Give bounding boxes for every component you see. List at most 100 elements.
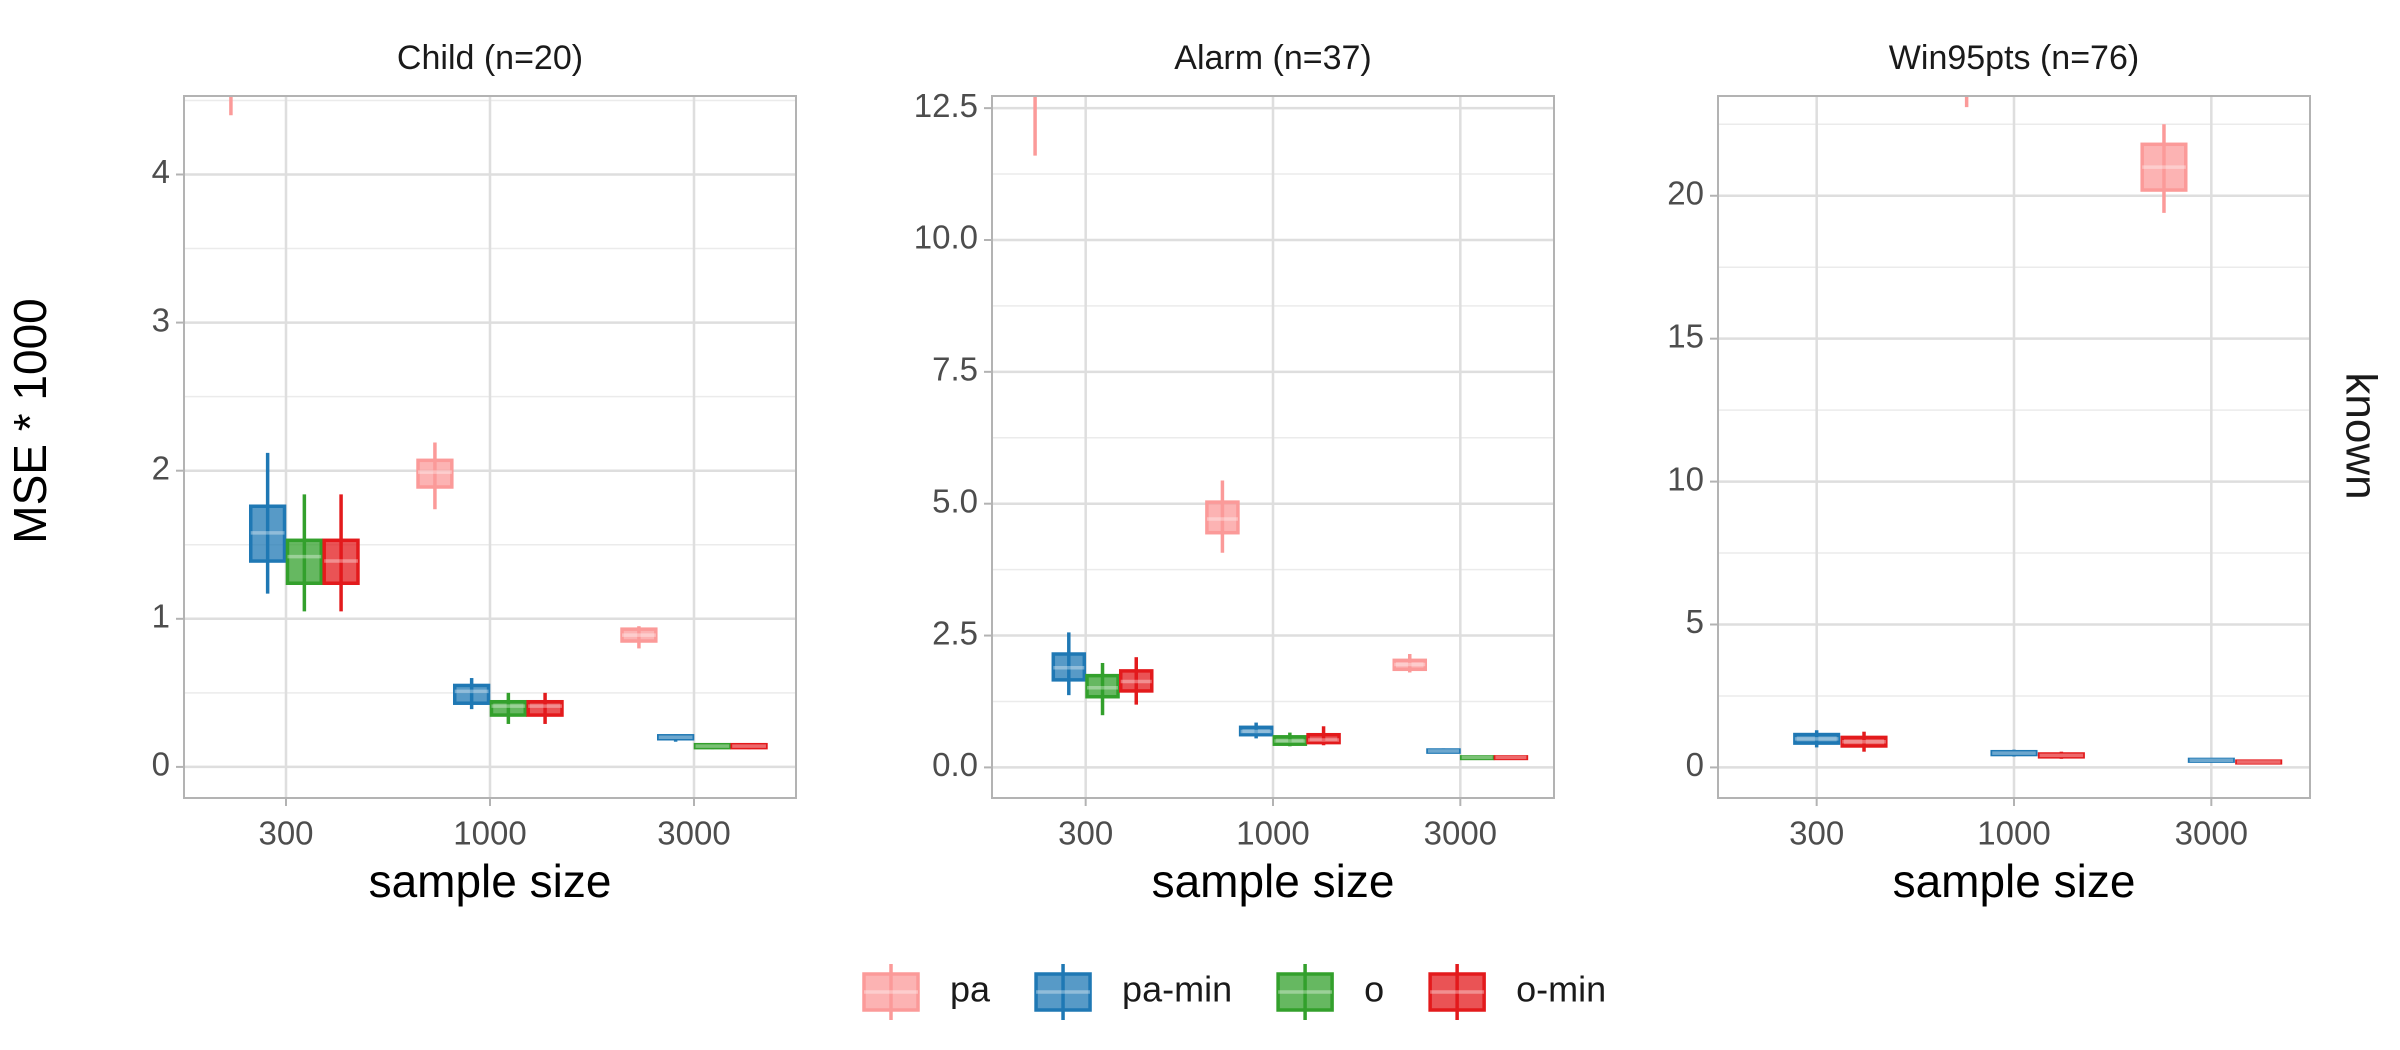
box <box>322 494 360 612</box>
y-tick-label: 15 <box>1667 317 1704 354</box>
legend-key <box>862 972 920 1012</box>
box <box>1033 96 1037 156</box>
y-tick-label: 0 <box>152 746 170 783</box>
box <box>656 734 695 742</box>
x-tick-label: 300 <box>1058 815 1113 852</box>
box <box>1118 657 1154 705</box>
y-tick-label: 3 <box>152 301 170 338</box>
box-body <box>1205 500 1240 535</box>
y-axis-label: MSE * 1000 <box>4 298 56 543</box>
x-tick-label: 300 <box>1789 815 1844 852</box>
box-body <box>730 742 768 750</box>
box-body <box>1238 725 1274 737</box>
x-axis-label: sample size <box>369 855 612 907</box>
x-tick-label: 1000 <box>1977 815 2050 852</box>
box-body <box>1272 735 1308 746</box>
plot-area <box>1793 96 2283 798</box>
box-body <box>2140 142 2188 192</box>
y-tick-label: 0.0 <box>932 746 978 783</box>
facet-row-label: known <box>2336 372 2385 499</box>
box <box>1793 730 1841 748</box>
x-tick-label: 3000 <box>657 815 730 852</box>
box <box>489 692 528 724</box>
box <box>2037 751 2085 759</box>
box <box>1426 748 1461 754</box>
box <box>1051 632 1087 696</box>
box-body <box>620 627 658 643</box>
y-tick-label: 0 <box>1686 746 1704 783</box>
legend-label: o-min <box>1516 969 1606 1010</box>
legend-item: o-min <box>1428 963 1606 1021</box>
box-body <box>452 683 491 705</box>
box <box>693 742 732 750</box>
box-body <box>285 538 324 586</box>
x-tick-label: 1000 <box>1236 815 1309 852</box>
y-tick-label: 20 <box>1667 174 1704 211</box>
y-tick-label: 12.5 <box>914 87 978 124</box>
box-body <box>489 699 528 717</box>
y-tick-label: 2.5 <box>932 614 978 651</box>
x-axis-label: sample size <box>1152 855 1395 907</box>
box <box>1238 722 1274 739</box>
box-body <box>1118 669 1154 693</box>
box-body <box>1493 755 1529 761</box>
x-tick-label: 3000 <box>1424 815 1497 852</box>
box-body <box>1990 749 2038 757</box>
legend-item: o <box>1276 963 1384 1021</box>
x-tick-label: 3000 <box>2175 815 2248 852</box>
legend-item: pa-min <box>1034 963 1232 1021</box>
box-body <box>693 742 732 750</box>
x-axis-label: sample size <box>1893 855 2136 907</box>
legend-label: pa-min <box>1122 969 1232 1010</box>
box-body <box>1085 673 1120 699</box>
x-tick-label: 300 <box>258 815 313 852</box>
legend-label: o <box>1364 969 1384 1010</box>
panel-title: Alarm (n=37) <box>1174 39 1371 77</box>
legend-item: pa <box>862 963 991 1021</box>
box-body <box>1392 658 1428 672</box>
panel-border <box>991 95 1555 799</box>
box-body <box>1840 735 1888 748</box>
y-tick-label: 5.0 <box>932 482 978 519</box>
y-tick-label: 10.0 <box>914 219 978 256</box>
panel-border <box>1717 95 2311 799</box>
box <box>620 626 658 649</box>
box <box>1990 749 2038 757</box>
panel-title: Win95pts (n=76) <box>1889 39 2139 77</box>
box-body <box>2037 752 2085 759</box>
box-body <box>248 504 287 563</box>
box <box>2140 124 2188 213</box>
box <box>2235 759 2283 765</box>
y-tick-label: 5 <box>1686 603 1704 640</box>
box <box>1205 480 1240 553</box>
box-body <box>1426 748 1461 754</box>
box-body <box>2235 759 2283 765</box>
box <box>248 452 287 594</box>
y-tick-label: 7.5 <box>932 351 978 388</box>
box <box>2187 757 2235 763</box>
box <box>1840 731 1888 752</box>
box-body <box>1459 755 1495 761</box>
box <box>730 742 768 750</box>
panel-title: Child (n=20) <box>397 39 583 77</box>
box-body <box>2187 757 2235 763</box>
legend-key <box>1276 972 1334 1012</box>
box-body <box>1051 652 1087 682</box>
box-body <box>322 538 360 586</box>
y-tick-label: 10 <box>1667 460 1704 497</box>
box-body <box>416 458 454 489</box>
box <box>1493 755 1529 761</box>
box <box>285 494 324 612</box>
plot-area <box>229 96 768 798</box>
box <box>526 692 564 724</box>
box <box>452 678 491 710</box>
box <box>1272 732 1308 747</box>
box-body <box>656 734 695 741</box>
box <box>1459 755 1495 761</box>
box-body <box>1793 732 1841 745</box>
plot-area <box>1033 96 1529 798</box>
y-tick-label: 1 <box>152 598 170 635</box>
legend-key <box>1034 972 1092 1012</box>
